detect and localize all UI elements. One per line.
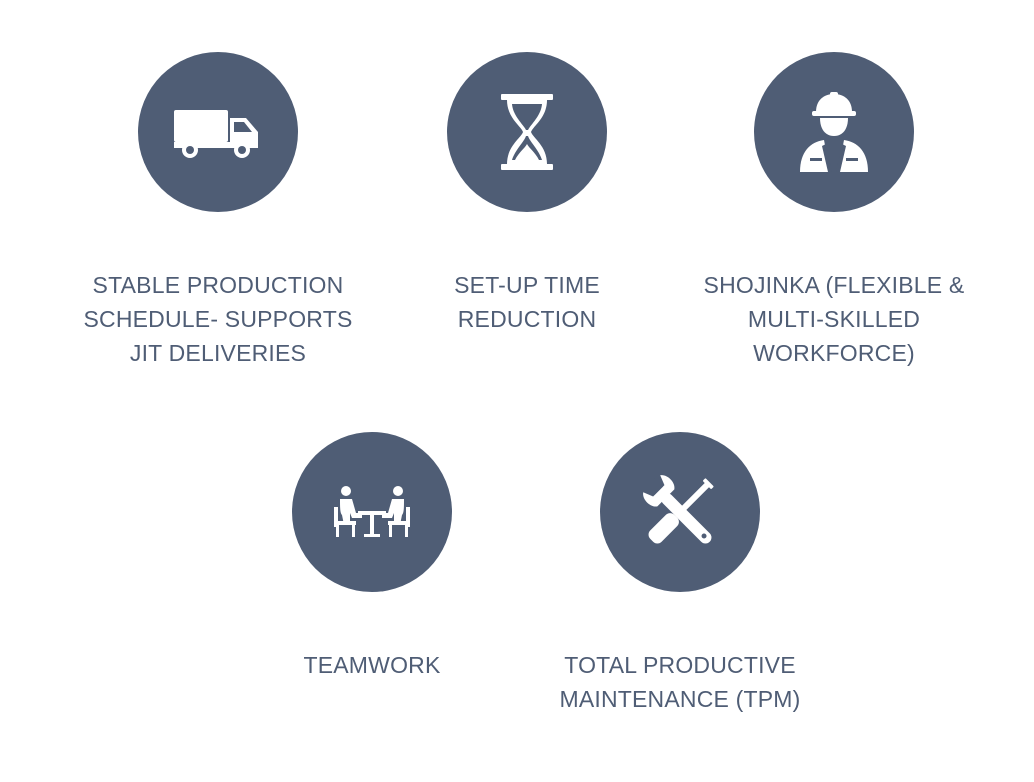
item-label: STABLE PRODUCTION SCHEDULE- SUPPORTS JIT… xyxy=(83,272,353,366)
item-label: TOTAL PRODUCTIVE MAINTENANCE (TPM) xyxy=(559,652,801,712)
item-circle xyxy=(447,52,607,212)
worker-icon xyxy=(800,92,868,172)
item-circle xyxy=(292,432,452,592)
item-circle xyxy=(600,432,760,592)
item-circle xyxy=(138,52,298,212)
tools-icon xyxy=(643,475,714,544)
item-circle xyxy=(754,52,914,212)
item-label: SHOJINKA (FLEXIBLE & MULTI-SKILLED WORKF… xyxy=(703,272,965,366)
item-label: SET-UP TIME REDUCTION xyxy=(454,272,600,332)
meeting-icon xyxy=(334,486,410,537)
item-label: TEAMWORK xyxy=(303,652,441,678)
hourglass-icon xyxy=(501,94,553,170)
truck-icon xyxy=(174,110,258,158)
